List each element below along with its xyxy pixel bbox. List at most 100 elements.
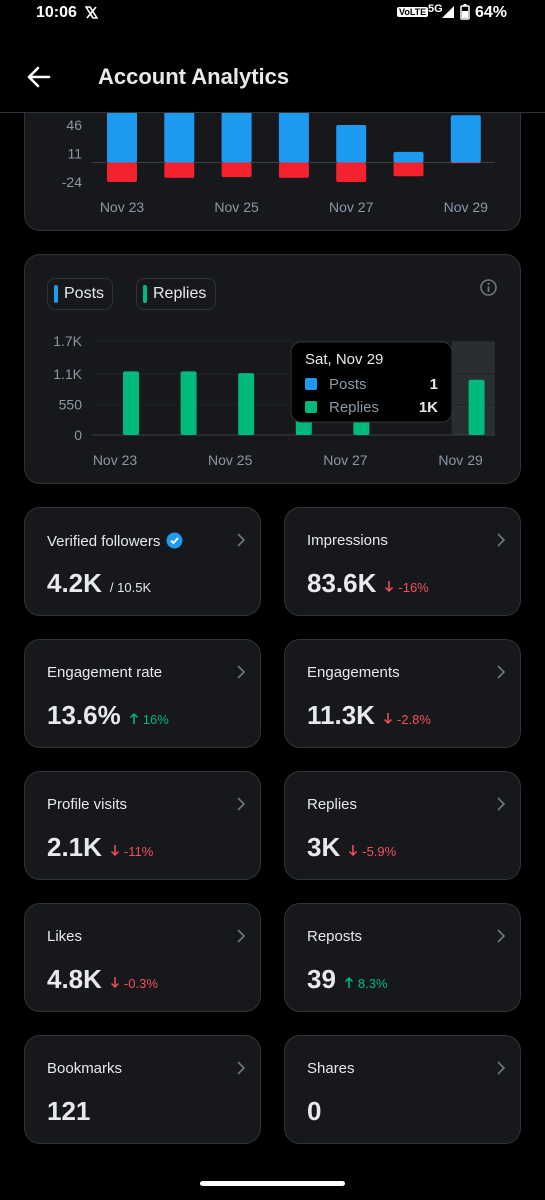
bar	[393, 162, 424, 177]
metric-card[interactable]: Reposts 39 8.3%	[284, 903, 521, 1012]
bar	[278, 105, 309, 163]
chevron	[496, 532, 506, 553]
chevron	[236, 532, 246, 553]
metric-title-text: Bookmarks	[47, 1060, 123, 1077]
x-logo	[85, 6, 98, 19]
arrow-icon	[110, 845, 119, 857]
metric-card[interactable]: Verified followers 4.2K / 10.5K	[24, 507, 261, 616]
chevron	[236, 796, 246, 817]
metric-value: 2.1K -11%	[47, 832, 153, 863]
home-indicator	[200, 1181, 345, 1186]
legend-label: Replies	[153, 285, 207, 302]
chevron-icon	[237, 1061, 246, 1075]
page-title: Account Analytics	[98, 64, 290, 89]
metric-card[interactable]: Likes 4.8K -0.3%	[24, 903, 261, 1012]
metric-card[interactable]: Profile visits 2.1K -11%	[24, 771, 261, 880]
bar	[278, 162, 309, 178]
chevron-icon	[497, 929, 506, 943]
battery-icon	[460, 4, 470, 20]
metric-value-text: 83.6K	[307, 568, 377, 598]
activity-chart: 0 550 1.1K 1.7K Nov 23 Nov 25 Nov 27 Nov 29 Sat,…	[53, 333, 495, 468]
metric-card[interactable]: Shares 0	[284, 1035, 521, 1144]
metric-value-text: 39	[307, 964, 336, 994]
chevron-icon	[237, 929, 246, 943]
y-tick-label: 0	[74, 427, 82, 443]
metric-value: 121	[47, 1096, 90, 1127]
metric-change-text: -11%	[123, 844, 154, 859]
arrow-icon	[129, 712, 138, 724]
metric-title-text: Impressions	[307, 532, 388, 549]
x-tick-label: Nov 23	[100, 199, 145, 215]
chevron	[496, 796, 506, 817]
trend-arrow	[383, 712, 393, 728]
metric-change: -2.8%	[383, 712, 431, 727]
y-tick-label: -24	[62, 174, 82, 190]
tooltip-box	[290, 341, 453, 423]
arrow-icon	[344, 976, 353, 988]
metric-title: Verified followers	[47, 532, 183, 553]
legend-replies[interactable]: Replies	[136, 278, 216, 310]
back-button[interactable]	[26, 65, 52, 89]
tooltip-date: Sat, Nov 29	[305, 351, 383, 368]
metric-card[interactable]: Replies 3K -5.9%	[284, 771, 521, 880]
chevron-icon	[497, 1061, 506, 1075]
metric-change: 16%	[129, 712, 169, 727]
chevron	[496, 928, 506, 949]
metric-title: Reposts	[307, 928, 362, 945]
x-tick-label: Nov 23	[93, 452, 138, 468]
legend-posts[interactable]: Posts	[47, 278, 113, 310]
metric-card[interactable]: Impressions 83.6K -16%	[284, 507, 521, 616]
metric-change: -5.9%	[348, 844, 396, 859]
metric-value: 83.6K -16%	[307, 568, 429, 599]
metric-title: Replies	[307, 796, 357, 813]
bar	[164, 162, 195, 178]
chevron	[236, 664, 246, 685]
y-tick-label: 1.7K	[53, 333, 82, 349]
metric-value-text: 0	[307, 1096, 322, 1126]
info-icon[interactable]	[479, 278, 498, 297]
signal-icon	[442, 6, 454, 18]
bar	[238, 373, 255, 435]
bar	[107, 162, 137, 182]
metric-change-text: -0.3%	[123, 976, 158, 991]
metric-title: Impressions	[307, 532, 388, 549]
clock: 10:06	[36, 4, 77, 21]
metric-value: 13.6% 16%	[47, 700, 169, 731]
metric-value: 39 8.3%	[307, 964, 388, 995]
metric-card[interactable]: Engagements 11.3K -2.8%	[284, 639, 521, 748]
metric-value: 4.2K / 10.5K	[47, 568, 151, 599]
tooltip-value: 1K	[419, 399, 438, 416]
network-type: 5G	[428, 3, 443, 15]
metric-value-text: 13.6%	[47, 700, 121, 730]
metric-card[interactable]: Engagement rate 13.6% 16%	[24, 639, 261, 748]
chevron-icon	[497, 665, 506, 679]
metric-value: 0	[307, 1096, 321, 1127]
metric-value-text: 4.2K	[47, 568, 102, 598]
volte: VoLTE	[397, 7, 429, 17]
status-bar: 10:06 VoLTE 5G 64%	[0, 0, 545, 28]
metric-title: Engagements	[307, 664, 400, 681]
metric-change-text: -5.9%	[362, 844, 397, 859]
metric-change-text: 8.3%	[357, 976, 388, 991]
y-tick-label: 11	[67, 146, 82, 162]
metric-title: Likes	[47, 928, 82, 945]
metric-card[interactable]: Bookmarks 121	[24, 1035, 261, 1144]
bar	[180, 371, 197, 435]
bar	[450, 162, 481, 164]
metric-title-text: Likes	[47, 928, 83, 945]
chevron-icon	[237, 797, 246, 811]
metric-title-text: Shares	[307, 1060, 355, 1077]
metric-title: Profile visits	[47, 796, 127, 813]
metric-change: 8.3%	[344, 976, 388, 991]
trend-arrow	[344, 976, 354, 992]
metric-change-text: -2.8%	[396, 712, 431, 727]
metric-value-text: 2.1K	[47, 832, 102, 862]
tooltip-series: Posts	[329, 376, 367, 393]
trend-arrow	[110, 976, 120, 992]
metric-title-text: Profile visits	[47, 796, 128, 813]
metric-title-text: Verified followers	[47, 533, 161, 550]
tooltip-value: 1	[430, 376, 438, 393]
x-tick-label: Nov 25	[208, 452, 253, 468]
tooltip-swatch	[305, 378, 317, 390]
